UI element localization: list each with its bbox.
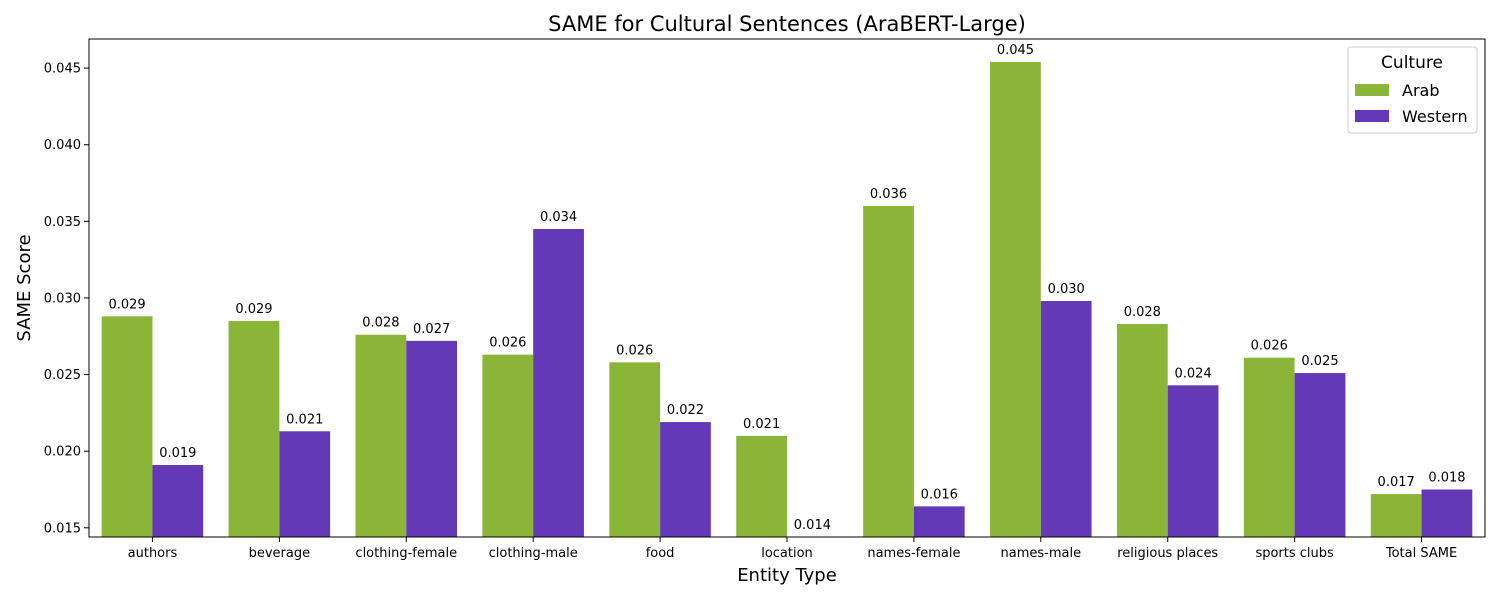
x-tick-label: food (646, 546, 675, 561)
bars-layer (101, 61, 1473, 537)
data-label-arab-names-female: 0.036 (870, 187, 907, 202)
legend-swatch-western (1355, 110, 1389, 122)
y-tick-label: 0.035 (44, 215, 81, 230)
legend-label-arab: Arab (1402, 81, 1439, 100)
data-label-western-authors: 0.019 (159, 446, 196, 461)
bar-arab-clothing-male (482, 354, 534, 537)
data-label-western-clothing-female: 0.027 (413, 322, 450, 337)
y-tick-label: 0.025 (44, 368, 81, 383)
bar-western-authors (152, 464, 204, 537)
bar-arab-food (609, 362, 661, 537)
y-tick-label: 0.045 (44, 62, 81, 77)
x-tick-label: beverage (249, 546, 311, 561)
y-tick-label: 0.020 (44, 445, 81, 460)
x-tick-label: sports clubs (1255, 546, 1334, 561)
x-tick-label: names-female (867, 546, 960, 561)
bar-arab-location (736, 435, 787, 537)
data-label-western-religious-places: 0.024 (1175, 366, 1212, 381)
legend: Culture Arab Western (1347, 46, 1478, 134)
bar-western-sports-clubs (1294, 373, 1346, 537)
bar-arab-names-female (863, 206, 914, 537)
x-tick-label: religious places (1117, 546, 1218, 561)
x-tick-label: authors (128, 546, 178, 561)
plot-frame (88, 38, 1486, 538)
data-label-arab-location: 0.021 (743, 417, 780, 432)
y-tick-label: 0.040 (44, 138, 81, 153)
bar-arab-names-male (990, 61, 1041, 537)
bar-arab-authors (101, 316, 153, 537)
data-label-arab-sports-clubs: 0.026 (1251, 339, 1288, 354)
legend-label-western: Western (1402, 107, 1468, 126)
bar-western-clothing-male (533, 229, 584, 537)
bar-arab-beverage (228, 320, 280, 537)
bar-arab-total-same (1370, 494, 1422, 537)
data-label-western-sports-clubs: 0.025 (1301, 354, 1338, 369)
bar-western-food (660, 422, 711, 537)
data-label-arab-clothing-male: 0.026 (489, 336, 526, 351)
bar-western-names-female (913, 506, 965, 537)
data-label-arab-food: 0.026 (616, 343, 653, 358)
data-label-arab-authors: 0.029 (108, 297, 145, 312)
data-label-western-names-male: 0.030 (1048, 282, 1085, 297)
bar-arab-sports-clubs (1243, 357, 1295, 537)
y-tick-label: 0.015 (44, 521, 81, 536)
data-label-arab-clothing-female: 0.028 (362, 316, 399, 331)
y-axis-title: SAME Score (14, 234, 35, 341)
data-label-western-clothing-male: 0.034 (540, 210, 577, 225)
chart-title: SAME for Cultural Sentences (AraBERT-Lar… (548, 12, 1026, 36)
bar-western-clothing-female (406, 340, 458, 537)
bar-arab-religious-places (1116, 324, 1168, 537)
x-tick-label: Total SAME (1385, 546, 1457, 561)
bar-western-beverage (279, 431, 331, 537)
data-label-western-location: 0.014 (794, 518, 831, 533)
data-label-arab-names-male: 0.045 (997, 43, 1034, 58)
x-tick-label: names-male (1001, 546, 1082, 561)
x-tick-label: location (761, 546, 813, 561)
x-tick-label: clothing-male (489, 546, 578, 561)
data-label-western-beverage: 0.021 (286, 412, 323, 427)
data-labels-layer: 0.029 0.019 0.029 0.021 0.028 0.027 0.026 0.034… (108, 43, 1465, 533)
data-label-western-food: 0.022 (667, 403, 704, 418)
data-label-arab-beverage: 0.029 (235, 302, 272, 317)
bar-arab-clothing-female (355, 334, 407, 537)
axis-ticks-layer: authors beverage clothing-female clothing-m… (44, 62, 1457, 561)
bar-western-names-male (1040, 301, 1092, 537)
bar-western-total-same (1421, 489, 1473, 537)
data-label-western-total-same: 0.018 (1428, 471, 1465, 486)
data-label-arab-total-same: 0.017 (1378, 475, 1415, 490)
legend-title: Culture (1381, 53, 1443, 73)
x-axis-title: Entity Type (737, 565, 837, 586)
x-tick-label: clothing-female (355, 546, 457, 561)
legend-swatch-arab (1355, 84, 1389, 96)
data-label-arab-religious-places: 0.028 (1124, 305, 1161, 320)
y-tick-label: 0.030 (44, 291, 81, 306)
data-label-western-names-female: 0.016 (921, 487, 958, 502)
bar-western-religious-places (1167, 385, 1219, 537)
